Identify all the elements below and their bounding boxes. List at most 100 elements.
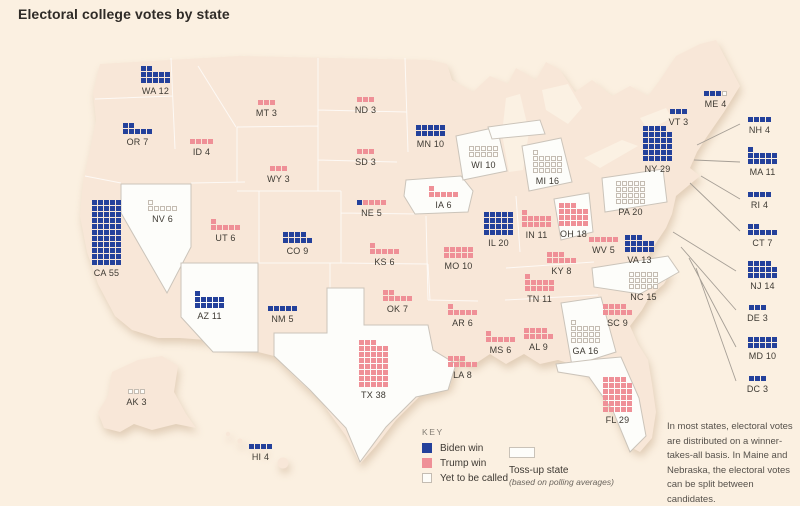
vote-square-biden <box>92 200 97 205</box>
vote-square-biden <box>147 72 152 77</box>
leader-lines <box>672 123 741 382</box>
trump-win-label: Trump win <box>440 457 487 469</box>
vote-square-biden <box>110 260 115 265</box>
vote-square-biden <box>676 109 681 114</box>
vote-square-uncalled <box>595 332 600 337</box>
vote-square-uncalled <box>134 389 139 394</box>
vote-square-trump <box>530 328 535 333</box>
vote-square-trump <box>571 209 576 214</box>
vote-square-biden <box>274 306 279 311</box>
vote-square-biden <box>104 206 109 211</box>
vote-square-trump <box>377 382 382 387</box>
state-label-CO: CO 9 <box>286 246 309 256</box>
vote-square-trump <box>522 222 527 227</box>
vote-square-uncalled <box>653 278 658 283</box>
vote-square-trump <box>365 382 370 387</box>
vote-square-uncalled <box>487 146 492 151</box>
vote-square-biden <box>92 260 97 265</box>
vote-square-uncalled <box>481 146 486 151</box>
state-label-CA: CA 55 <box>93 268 120 278</box>
vote-square-biden <box>92 230 97 235</box>
vote-square-trump <box>450 247 455 252</box>
vote-square-trump <box>371 370 376 375</box>
trump-win-swatch <box>422 458 432 468</box>
vote-square-biden <box>484 218 489 223</box>
vote-square-biden <box>667 150 672 155</box>
state-label-NV: NV 6 <box>152 214 173 224</box>
vote-square-trump <box>383 290 388 295</box>
vote-square-uncalled <box>641 272 646 277</box>
state-label-NC: NC 15 <box>630 292 657 302</box>
vote-square-biden <box>283 238 288 243</box>
vote-square-biden <box>286 306 291 311</box>
vote-square-biden <box>289 238 294 243</box>
state-label-CT: CT 7 <box>752 238 773 248</box>
vote-square-biden <box>643 150 648 155</box>
vote-square-trump <box>371 352 376 357</box>
vote-square-biden <box>141 78 146 83</box>
vote-square-uncalled <box>475 152 480 157</box>
vote-square-biden <box>716 91 721 96</box>
vote-square-uncalled <box>628 187 633 192</box>
vote-square-biden <box>416 125 421 130</box>
vote-square-trump <box>615 395 620 400</box>
vote-square-uncalled <box>647 284 652 289</box>
vote-square-uncalled <box>140 389 145 394</box>
vote-square-trump <box>546 216 551 221</box>
vote-square-biden <box>748 159 753 164</box>
vote-square-biden <box>631 247 636 252</box>
vote-square-trump <box>492 337 497 342</box>
vote-square-trump <box>543 280 548 285</box>
vote-square-biden <box>219 303 224 308</box>
vote-square-biden <box>213 303 218 308</box>
vote-square-biden <box>655 144 660 149</box>
vote-square-trump <box>627 389 632 394</box>
vote-square-trump <box>208 139 213 144</box>
vote-square-biden <box>147 66 152 71</box>
alaska-landmass <box>98 356 196 432</box>
vote-square-trump <box>571 258 576 263</box>
state-label-MT: MT 3 <box>255 108 278 118</box>
vote-square-biden <box>92 242 97 247</box>
vote-square-uncalled <box>571 320 576 325</box>
vote-square-trump <box>377 346 382 351</box>
vote-square-uncalled <box>533 162 538 167</box>
vote-square-trump <box>522 216 527 221</box>
vote-square-uncalled <box>634 181 639 186</box>
vote-square-biden <box>98 254 103 259</box>
vote-square-uncalled <box>595 326 600 331</box>
vote-square-biden <box>748 267 753 272</box>
vote-square-trump <box>429 186 434 191</box>
vote-square-biden <box>754 117 759 122</box>
state-label-UT: UT 6 <box>215 233 236 243</box>
vote-square-uncalled <box>622 199 627 204</box>
vote-square-trump <box>609 407 614 412</box>
state-label-VT: VT 3 <box>668 117 689 127</box>
state-label-AL: AL 9 <box>529 342 548 352</box>
vote-square-biden <box>755 305 760 310</box>
vote-square-uncalled <box>172 206 177 211</box>
vote-square-biden <box>772 159 777 164</box>
vote-square-biden <box>116 212 121 217</box>
vote-square-trump <box>270 166 275 171</box>
vote-square-trump <box>371 364 376 369</box>
vote-square-trump <box>190 139 195 144</box>
vote-square-trump <box>603 383 608 388</box>
vote-square-biden <box>637 241 642 246</box>
vote-square-biden <box>643 247 648 252</box>
vote-square-trump <box>468 253 473 258</box>
vote-square-uncalled <box>551 168 556 173</box>
vote-square-trump <box>365 376 370 381</box>
vote-square-uncalled <box>640 193 645 198</box>
vote-square-trump <box>615 304 620 309</box>
vote-square-trump <box>525 274 530 279</box>
vote-square-biden <box>766 230 771 235</box>
vote-square-uncalled <box>577 338 582 343</box>
vote-square-biden <box>643 138 648 143</box>
vote-square-biden <box>754 159 759 164</box>
vote-square-biden <box>165 78 170 83</box>
vote-square-trump <box>607 237 612 242</box>
vote-square-biden <box>754 261 759 266</box>
state-label-ID: ID 4 <box>192 147 211 157</box>
